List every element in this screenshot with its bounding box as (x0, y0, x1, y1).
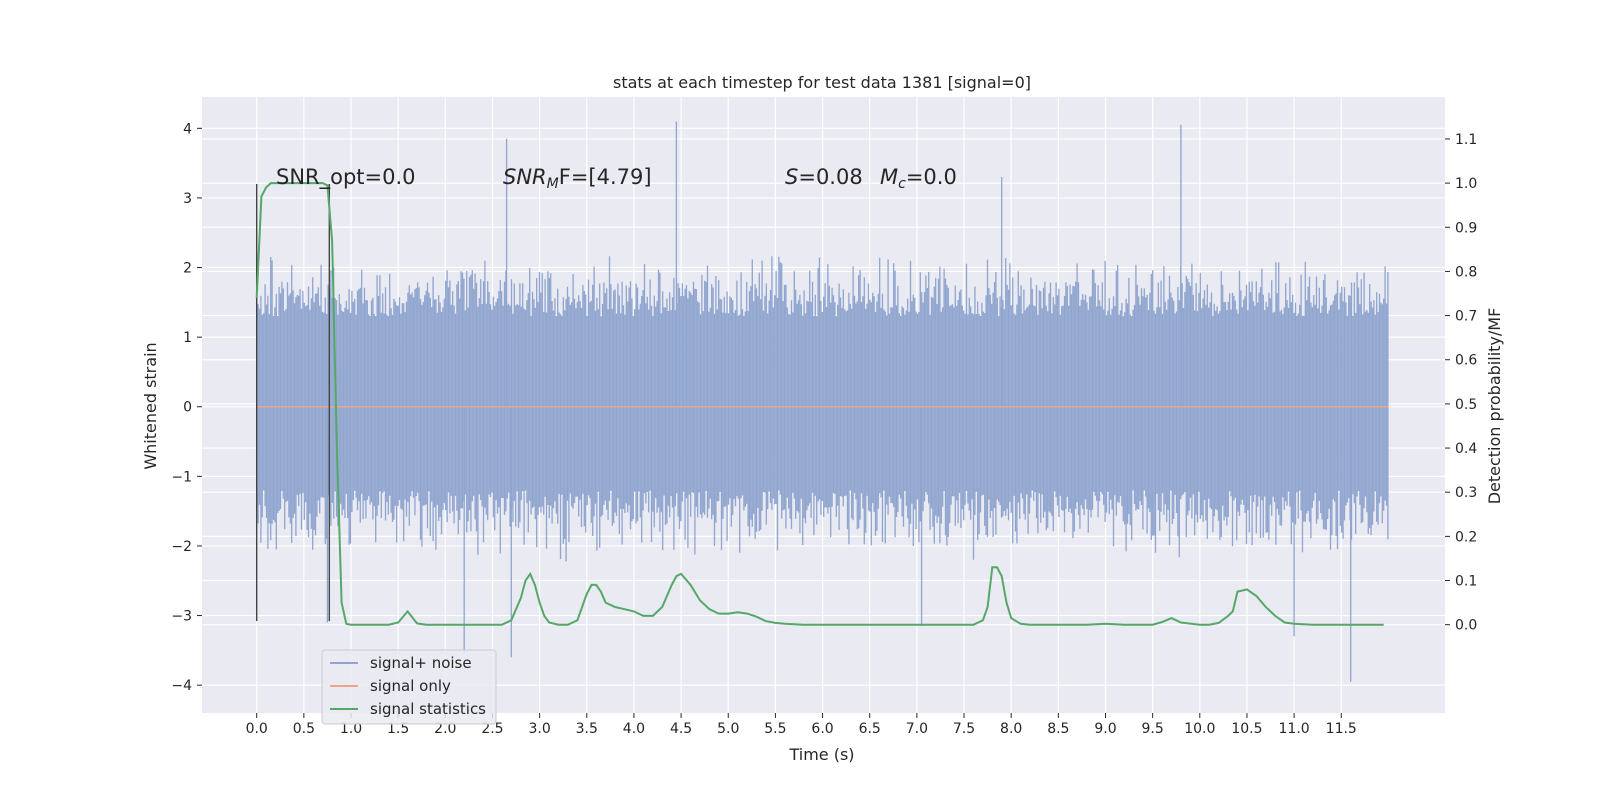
annotation-mc-var: M (880, 165, 898, 189)
y2-axis-label: Detection probability/MF (1485, 308, 1504, 505)
x-tick-label: 0.0 (246, 721, 268, 737)
y-tick-label: 4 (183, 121, 192, 137)
y-axis-label: Whitened strain (141, 342, 160, 469)
x-tick-label: 11.0 (1279, 721, 1310, 737)
y2-tick-label: 0.0 (1455, 618, 1477, 634)
annotation-s-var: S (785, 165, 798, 189)
annotation-mc: Mc=0.0 (880, 165, 957, 192)
x-tick-label: 10.0 (1184, 721, 1215, 737)
annotation-snr-opt: SNR_opt=0.0 (276, 165, 416, 190)
y-tick-label: 0 (183, 400, 192, 416)
x-tick-label: 5.0 (717, 721, 739, 737)
annotation-s: S=0.08 (785, 165, 863, 189)
y2-tick-label: 0.9 (1455, 220, 1477, 236)
y2-tick-label: 1.0 (1455, 176, 1477, 192)
y2-tick-label: 1.1 (1455, 132, 1477, 148)
x-axis-label: Time (s) (788, 745, 854, 764)
annotation-mc-val: =0.0 (906, 165, 957, 189)
y-tick-label: −4 (171, 678, 192, 694)
x-tick-label: 0.5 (293, 721, 315, 737)
legend-box (321, 649, 497, 725)
y2-tick-label: 0.4 (1455, 441, 1477, 457)
annotation-snr-mf-rest: F=[4.79] (559, 165, 652, 189)
legend-label-signal-statistics: signal statistics (370, 700, 486, 718)
y-axis-ticks: 4 3 2 1 0 −1 −2 −3 −4 (171, 121, 202, 694)
x-tick-label: 1.5 (387, 721, 409, 737)
y-tick-label: −3 (171, 609, 192, 625)
x-tick-label: 4.0 (623, 721, 645, 737)
annotation-snr-mf-main: SNR (503, 165, 547, 189)
x-tick-label: 11.5 (1326, 721, 1357, 737)
annotation-snr-mf: SNRMF=[4.79] (503, 165, 652, 192)
x-tick-label: 4.5 (670, 721, 692, 737)
y2-tick-label: 0.1 (1455, 574, 1477, 590)
x-tick-label: 2.0 (434, 721, 456, 737)
x-tick-label: 7.5 (953, 721, 975, 737)
x-tick-label: 2.5 (481, 721, 503, 737)
x-tick-label: 1.0 (340, 721, 362, 737)
x-tick-label: 3.0 (528, 721, 550, 737)
annotation-mc-sub: c (898, 176, 906, 192)
y-tick-label: 1 (183, 330, 192, 346)
x-tick-label: 5.5 (764, 721, 786, 737)
y2-axis-ticks: 1.1 1.0 0.9 0.8 0.7 0.6 0.5 0.4 0.3 0.2 0.1 0.0 (1445, 132, 1477, 634)
x-tick-label: 9.5 (1142, 721, 1164, 737)
y2-tick-label: 0.5 (1455, 397, 1477, 413)
marker-lines (255, 184, 331, 622)
y2-tick-label: 0.3 (1455, 485, 1477, 501)
legend-label-signal-only: signal only (370, 677, 451, 695)
x-tick-label: 8.5 (1047, 721, 1069, 737)
x-tick-label: 6.0 (811, 721, 833, 737)
y2-tick-label: 0.6 (1455, 353, 1477, 369)
x-tick-label: 7.0 (906, 721, 928, 737)
y2-tick-label: 0.2 (1455, 529, 1477, 545)
x-axis-ticks: 0.0 0.5 1.0 1.5 2.0 2.5 3.0 3.5 4.0 4.5 5.0 5.5 6.0 6… (246, 713, 1357, 737)
y-tick-label: 2 (183, 261, 192, 277)
y-tick-label: −1 (171, 469, 192, 485)
x-tick-label: 8.0 (1000, 721, 1022, 737)
y2-tick-label: 0.7 (1455, 309, 1477, 325)
chart-title: stats at each timestep for test data 138… (613, 73, 1031, 92)
y-tick-label: −2 (171, 539, 192, 555)
legend-label-signal-noise: signal+ noise (370, 654, 472, 672)
y-tick-label: 3 (183, 191, 192, 207)
y2-tick-label: 0.8 (1455, 264, 1477, 280)
x-tick-label: 9.0 (1094, 721, 1116, 737)
annotation-snr-mf-sub: M (547, 176, 559, 192)
legend: signal+ noise signal only signal statist… (321, 649, 497, 725)
x-tick-label: 3.5 (576, 721, 598, 737)
x-tick-label: 10.5 (1231, 721, 1262, 737)
signal-statistics-line (255, 182, 1384, 626)
annotation-s-val: =0.08 (798, 165, 862, 189)
x-tick-label: 6.5 (859, 721, 881, 737)
